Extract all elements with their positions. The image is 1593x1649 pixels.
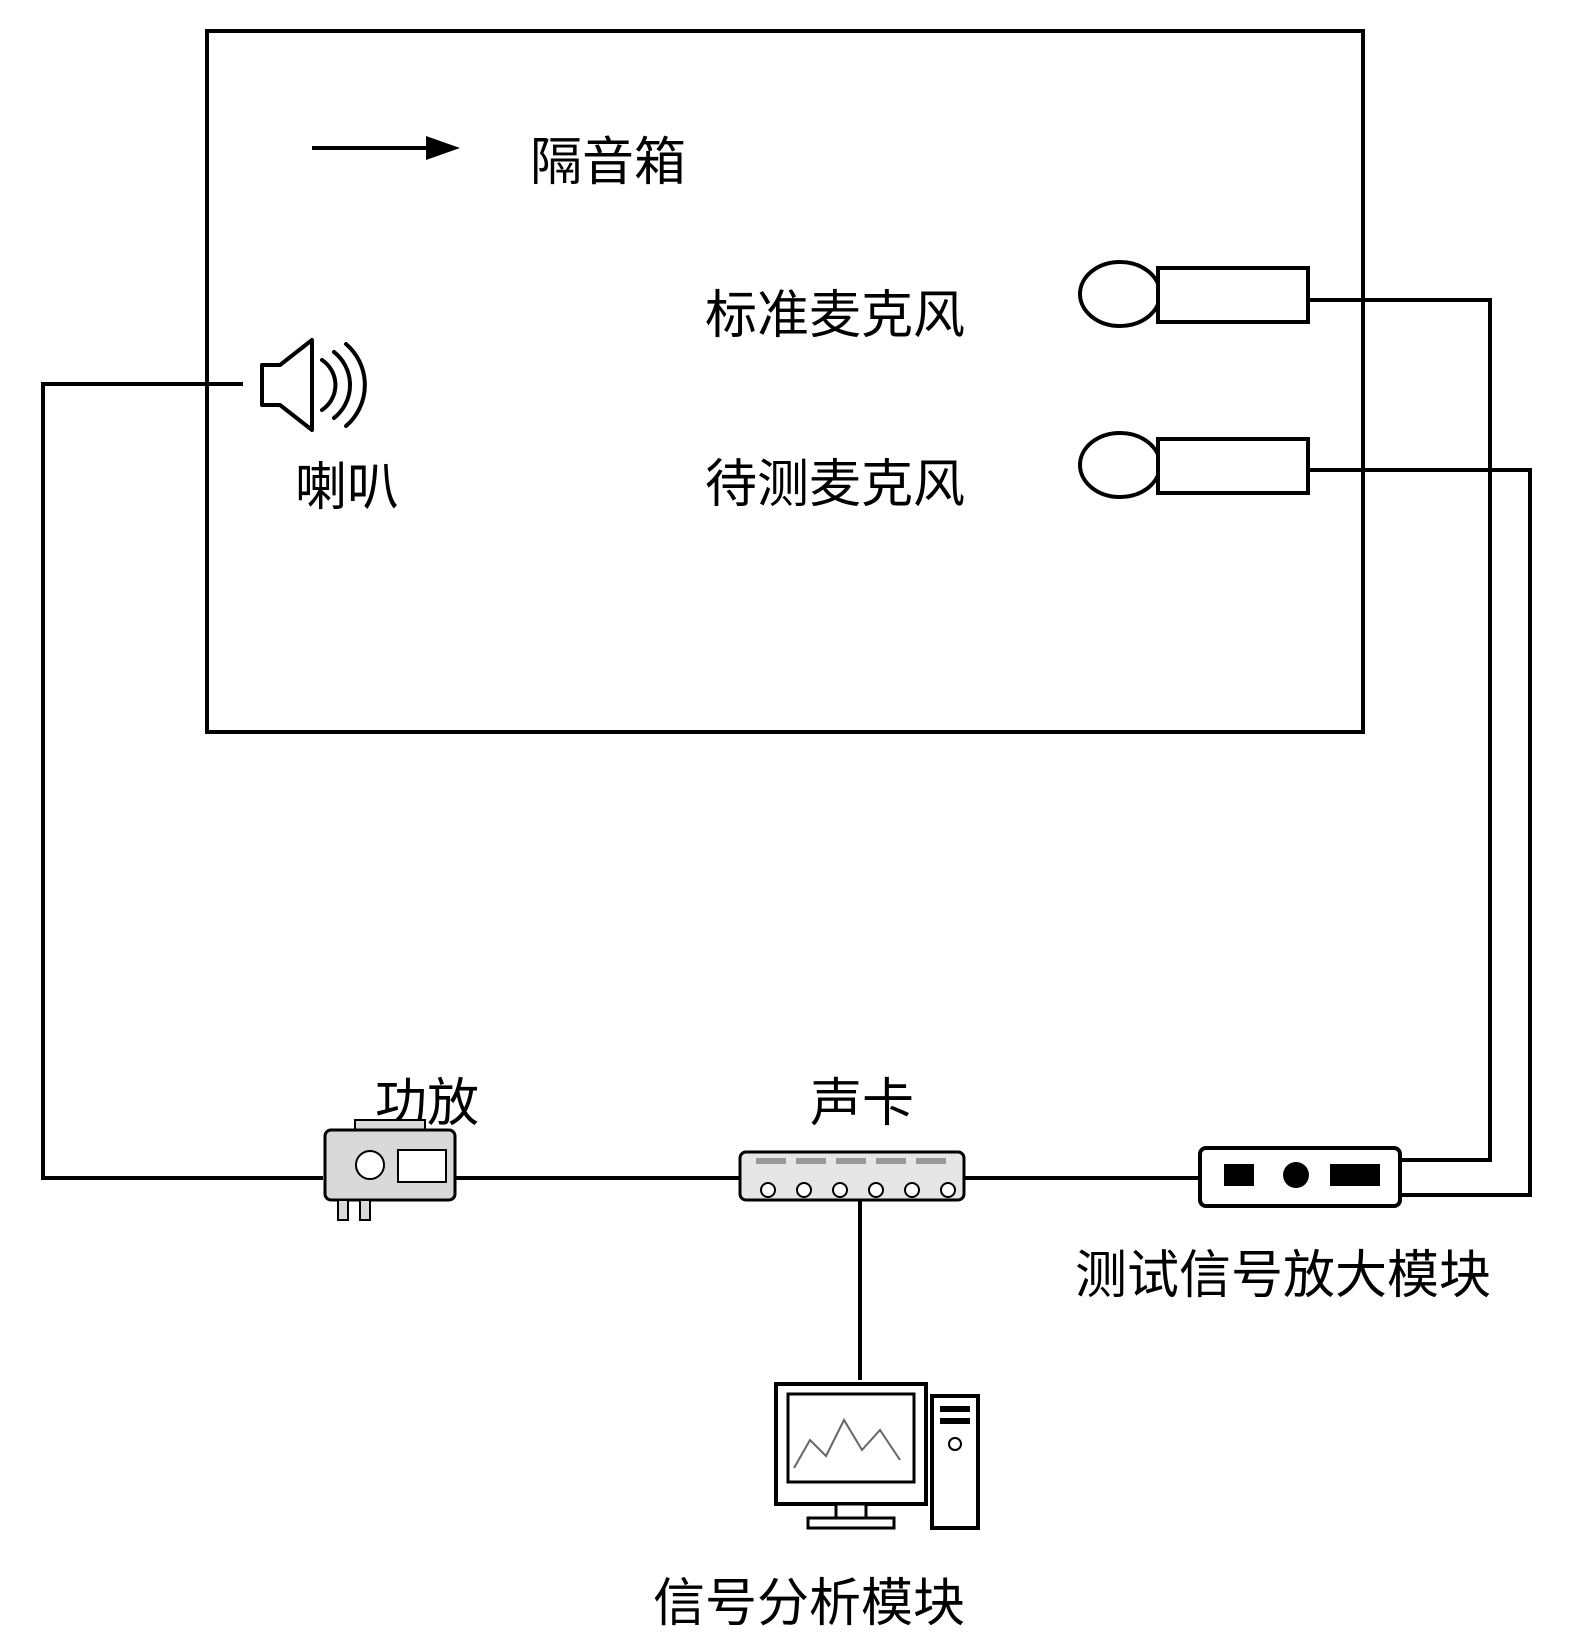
speaker-wave-icon (322, 360, 335, 410)
test-amp-indicator-icon (1330, 1164, 1380, 1186)
dut-mic-capsule-icon (1080, 433, 1160, 497)
speaker-icon (262, 340, 312, 430)
power-amp-dial-icon (356, 1151, 384, 1179)
sound-card-slot-icon (916, 1158, 946, 1164)
sound-card-slot-icon (756, 1158, 786, 1164)
sound-card-slot-icon (836, 1158, 866, 1164)
power-amp-prong-icon (360, 1200, 370, 1220)
wire-speaker-to-amp (43, 384, 323, 1178)
sound-card-port-icon (869, 1183, 883, 1197)
power-amp-display-icon (398, 1150, 446, 1182)
legend-arrow-head (426, 136, 460, 160)
computer-tower-icon (932, 1396, 978, 1528)
test-amp-indicator-icon (1283, 1162, 1309, 1188)
power-amp-prong-icon (338, 1200, 348, 1220)
diagram-svg-layer (0, 0, 1593, 1649)
wire-dut-mic-to-testamp (1305, 470, 1530, 1195)
wire-std-mic-to-testamp (1305, 300, 1490, 1160)
diagram-canvas: 隔音箱 喇叭 标准麦克风 待测麦克风 功放 声卡 测试信号放大模块 信号分析模块 (0, 0, 1593, 1649)
standard-mic-capsule-icon (1080, 262, 1160, 326)
test-amp-indicator-icon (1224, 1164, 1254, 1186)
standard-mic-barrel-icon (1158, 268, 1308, 322)
dut-mic-barrel-icon (1158, 439, 1308, 493)
computer-stand-icon (836, 1504, 866, 1518)
sound-card-port-icon (833, 1183, 847, 1197)
sound-card-port-icon (761, 1183, 775, 1197)
computer-screen-icon (788, 1394, 914, 1482)
sound-card-slot-icon (876, 1158, 906, 1164)
computer-tower-slot-icon (940, 1406, 970, 1412)
sound-card-port-icon (905, 1183, 919, 1197)
computer-tower-slot-icon (940, 1418, 970, 1424)
sound-card-port-icon (797, 1183, 811, 1197)
sound-card-port-icon (941, 1183, 955, 1197)
sound-card-slot-icon (796, 1158, 826, 1164)
computer-base-icon (808, 1518, 894, 1528)
